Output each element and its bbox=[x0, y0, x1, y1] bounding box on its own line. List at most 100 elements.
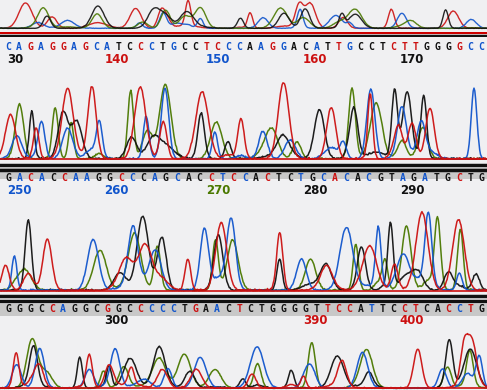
Text: T: T bbox=[298, 173, 304, 183]
Text: A: A bbox=[247, 42, 253, 52]
Text: C: C bbox=[126, 304, 132, 314]
Text: G: G bbox=[82, 42, 88, 52]
Text: T: T bbox=[236, 304, 242, 314]
Text: C: C bbox=[287, 173, 293, 183]
Text: C: C bbox=[159, 304, 165, 314]
Text: G: G bbox=[5, 173, 11, 183]
Text: C: C bbox=[148, 42, 154, 52]
Text: A: A bbox=[71, 42, 77, 52]
Text: G: G bbox=[434, 42, 440, 52]
Text: A: A bbox=[203, 304, 209, 314]
Text: G: G bbox=[269, 304, 275, 314]
Text: C: C bbox=[137, 42, 143, 52]
Text: C: C bbox=[225, 304, 231, 314]
Text: T: T bbox=[433, 173, 439, 183]
Text: G: G bbox=[115, 304, 121, 314]
Text: T: T bbox=[467, 173, 473, 183]
Text: T: T bbox=[276, 173, 281, 183]
Text: 290: 290 bbox=[400, 184, 424, 197]
Text: A: A bbox=[186, 173, 191, 183]
Text: C: C bbox=[225, 42, 231, 52]
Text: C: C bbox=[424, 304, 430, 314]
Text: G: G bbox=[5, 304, 11, 314]
Text: G: G bbox=[479, 304, 485, 314]
Text: G: G bbox=[27, 304, 33, 314]
Text: G: G bbox=[281, 42, 286, 52]
Text: T: T bbox=[324, 42, 330, 52]
Text: C: C bbox=[479, 42, 485, 52]
Text: C: C bbox=[126, 42, 132, 52]
Text: G: G bbox=[82, 304, 88, 314]
Text: C: C bbox=[148, 304, 154, 314]
Text: G: G bbox=[71, 304, 77, 314]
Text: 280: 280 bbox=[303, 184, 327, 197]
Text: T: T bbox=[468, 304, 473, 314]
Text: C: C bbox=[391, 42, 396, 52]
Text: G: G bbox=[16, 304, 22, 314]
Text: G: G bbox=[163, 173, 169, 183]
Text: G: G bbox=[446, 42, 451, 52]
Text: A: A bbox=[214, 304, 220, 314]
Text: G: G bbox=[49, 42, 55, 52]
Text: C: C bbox=[93, 42, 99, 52]
Text: 140: 140 bbox=[104, 53, 129, 66]
Text: G: G bbox=[95, 173, 101, 183]
Text: 170: 170 bbox=[400, 53, 424, 66]
Text: C: C bbox=[391, 304, 396, 314]
Text: T: T bbox=[203, 42, 209, 52]
Text: C: C bbox=[320, 173, 327, 183]
Text: C: C bbox=[181, 42, 187, 52]
Text: C: C bbox=[236, 42, 242, 52]
Text: C: C bbox=[346, 304, 352, 314]
Text: T: T bbox=[401, 42, 407, 52]
Text: C: C bbox=[357, 42, 363, 52]
Text: A: A bbox=[104, 42, 110, 52]
Text: A: A bbox=[332, 173, 338, 183]
Text: C: C bbox=[50, 173, 56, 183]
Text: G: G bbox=[478, 173, 484, 183]
Text: C: C bbox=[468, 42, 473, 52]
Text: C: C bbox=[61, 173, 67, 183]
Text: A: A bbox=[253, 173, 259, 183]
Text: C: C bbox=[118, 173, 124, 183]
Text: T: T bbox=[388, 173, 394, 183]
Text: A: A bbox=[39, 173, 45, 183]
Text: T: T bbox=[258, 304, 264, 314]
Text: C: C bbox=[302, 42, 308, 52]
Text: C: C bbox=[456, 304, 462, 314]
Text: T: T bbox=[159, 42, 165, 52]
Text: C: C bbox=[230, 173, 236, 183]
Text: 250: 250 bbox=[7, 184, 32, 197]
Text: A: A bbox=[258, 42, 264, 52]
Text: C: C bbox=[137, 304, 143, 314]
Text: A: A bbox=[355, 173, 360, 183]
Text: 300: 300 bbox=[104, 314, 129, 327]
Text: G: G bbox=[346, 42, 352, 52]
Text: C: C bbox=[264, 173, 270, 183]
Text: G: G bbox=[192, 304, 198, 314]
Text: A: A bbox=[17, 173, 22, 183]
Text: G: G bbox=[281, 304, 286, 314]
Text: G: G bbox=[424, 42, 430, 52]
Text: C: C bbox=[197, 173, 203, 183]
Text: T: T bbox=[115, 42, 121, 52]
Text: T: T bbox=[181, 304, 187, 314]
Text: G: G bbox=[269, 42, 275, 52]
Text: T: T bbox=[219, 173, 225, 183]
Text: A: A bbox=[399, 173, 405, 183]
Text: 150: 150 bbox=[206, 53, 230, 66]
Text: A: A bbox=[357, 304, 363, 314]
Text: 260: 260 bbox=[104, 184, 129, 197]
Text: 160: 160 bbox=[303, 53, 327, 66]
Text: T: T bbox=[412, 304, 418, 314]
Text: C: C bbox=[38, 304, 44, 314]
Text: C: C bbox=[174, 173, 180, 183]
Text: A: A bbox=[291, 42, 297, 52]
Text: A: A bbox=[60, 304, 66, 314]
Text: T: T bbox=[313, 304, 319, 314]
Text: A: A bbox=[313, 42, 319, 52]
Text: A: A bbox=[151, 173, 157, 183]
Text: C: C bbox=[401, 304, 407, 314]
Text: T: T bbox=[412, 42, 418, 52]
Text: G: G bbox=[411, 173, 417, 183]
